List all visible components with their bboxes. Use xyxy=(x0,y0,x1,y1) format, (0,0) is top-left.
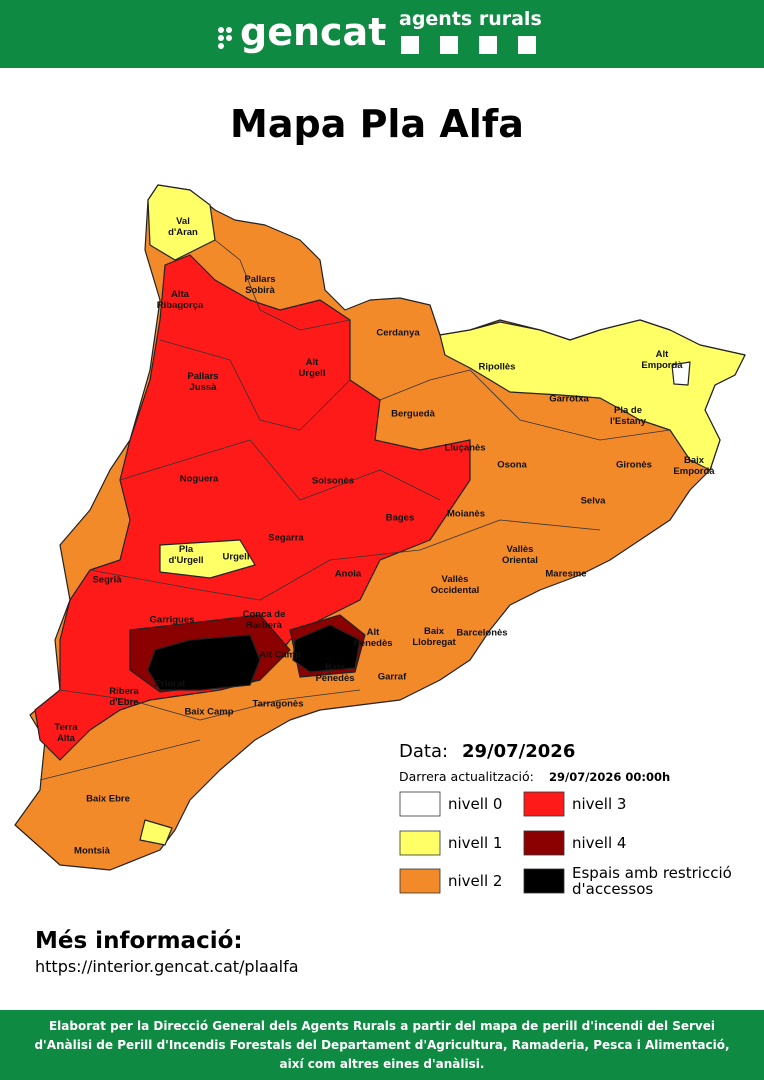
legend-label: nivell 2 xyxy=(448,872,502,890)
region-label: Alta xyxy=(57,733,76,744)
updated-label: Darrera actualització: xyxy=(399,769,534,784)
region-label: Urgell xyxy=(299,368,326,379)
region-label: Penedès xyxy=(353,638,392,649)
region-label: Cerdanya xyxy=(376,328,420,339)
region-label: Garraf xyxy=(378,672,407,683)
region-label: l'Estany xyxy=(610,416,647,427)
zone-restricted xyxy=(292,624,361,673)
region-label: Jussà xyxy=(190,382,218,393)
more-info-title: Més informació: xyxy=(35,928,243,954)
legend-swatch xyxy=(523,868,565,894)
region-label: Ribera xyxy=(109,686,139,697)
region-label: Ripollès xyxy=(479,362,516,373)
legend: Data: 29/07/2026 Darrera actualització: … xyxy=(399,741,732,898)
region-label: Oriental xyxy=(502,555,538,566)
zone-restricted xyxy=(147,634,261,691)
region-label: Terra xyxy=(54,722,78,733)
region-label: Urgell xyxy=(223,552,250,563)
region-label: Conca de xyxy=(243,609,286,620)
region-label: Empordà xyxy=(673,466,715,477)
region-label: Gironès xyxy=(616,460,652,471)
legend-swatch xyxy=(399,791,441,817)
region-label: Bages xyxy=(386,513,415,524)
region-label: Pla xyxy=(179,544,194,555)
region-label: Barberà xyxy=(246,620,283,631)
legend-label: d'accessos xyxy=(572,880,653,898)
region-label: Baix xyxy=(424,626,445,637)
date: 29/07/2026 xyxy=(462,741,575,762)
region-label: Alta xyxy=(171,289,190,300)
logo-dots xyxy=(218,27,232,49)
region-label: Vallès xyxy=(507,544,534,555)
region-label: Pallars xyxy=(187,371,218,382)
more-info-url[interactable]: https://interior.gencat.cat/plaalfa xyxy=(35,957,299,976)
region-label: Baix Camp xyxy=(184,707,233,718)
region-label: Anoia xyxy=(335,569,362,580)
region-label: Priorat xyxy=(155,679,186,690)
zone-level-0 xyxy=(671,361,691,386)
zone-level-1 xyxy=(439,319,746,471)
region-label: d'Urgell xyxy=(169,555,204,566)
updated: 29/07/2026 00:00h xyxy=(549,770,670,784)
legend-label: nivell 4 xyxy=(572,834,626,852)
region-label: Segarra xyxy=(268,533,304,544)
region-label: Sobirà xyxy=(245,285,275,296)
region-label: d'Aran xyxy=(168,227,198,238)
region-label: Garrigues xyxy=(150,615,195,626)
legend-swatch xyxy=(399,868,441,894)
region-label: Solsonès xyxy=(312,476,354,487)
legend-swatch xyxy=(523,791,565,817)
region-label: Baix Ebre xyxy=(86,794,130,805)
legend-label: nivell 0 xyxy=(448,795,502,813)
region-label: Alt xyxy=(306,357,320,368)
region-label: Selva xyxy=(581,496,607,507)
brand-squares xyxy=(401,36,536,54)
region-label: Baix xyxy=(325,662,346,673)
region-label: Val xyxy=(176,216,190,227)
date-label: Data: xyxy=(399,741,448,762)
county-borders xyxy=(39,239,671,781)
region-label: Baix xyxy=(684,455,705,466)
map xyxy=(14,184,746,871)
region-label: d'Ebre xyxy=(109,697,138,708)
zone-level-1 xyxy=(139,819,173,846)
region-label: Occidental xyxy=(431,585,480,596)
zone-level-1 xyxy=(147,184,216,261)
logo: gencat xyxy=(240,10,386,54)
title: Mapa Pla Alfa xyxy=(230,102,524,146)
region-label: Tarragonès xyxy=(252,699,303,710)
region-label: Garrotxa xyxy=(549,394,589,405)
legend-label: nivell 3 xyxy=(572,795,626,813)
region-label: Llobregat xyxy=(412,637,456,648)
region-label: Segrià xyxy=(92,575,122,586)
legend-label: Espais amb restricció xyxy=(572,864,732,882)
region-label: Moianès xyxy=(447,509,485,520)
region-label: Alt xyxy=(656,349,670,360)
brand: agents rurals xyxy=(399,8,542,30)
region-label: Alt Camp xyxy=(259,650,301,661)
region-label: Maresme xyxy=(545,569,586,580)
region-label: Empordà xyxy=(641,360,683,371)
legend-swatch xyxy=(399,830,441,856)
region-label: Barcelonès xyxy=(456,628,507,639)
region-label: Pla de xyxy=(614,405,642,416)
region-labels: Vald'AranPallarsSobiràAltaRibagorçaCerda… xyxy=(54,216,715,857)
region-label: Ribagorça xyxy=(157,300,204,311)
region-label: Berguedà xyxy=(391,409,436,420)
region-label: Noguera xyxy=(180,474,219,485)
header-bar xyxy=(0,0,764,68)
legend-swatch xyxy=(523,830,565,856)
footer: Elaborat per la Direcció General dels Ag… xyxy=(0,1010,764,1080)
region-label: Montsià xyxy=(74,846,111,857)
region-label: Penedès xyxy=(315,673,354,684)
region-label: Osona xyxy=(497,460,527,471)
region-label: Vallès xyxy=(442,574,469,585)
region-label: Lluçanès xyxy=(444,443,485,454)
zone-level-1 xyxy=(159,539,256,579)
legend-label: nivell 1 xyxy=(448,834,502,852)
region-label: Pallars xyxy=(244,274,275,285)
region-label: Alt xyxy=(367,627,381,638)
